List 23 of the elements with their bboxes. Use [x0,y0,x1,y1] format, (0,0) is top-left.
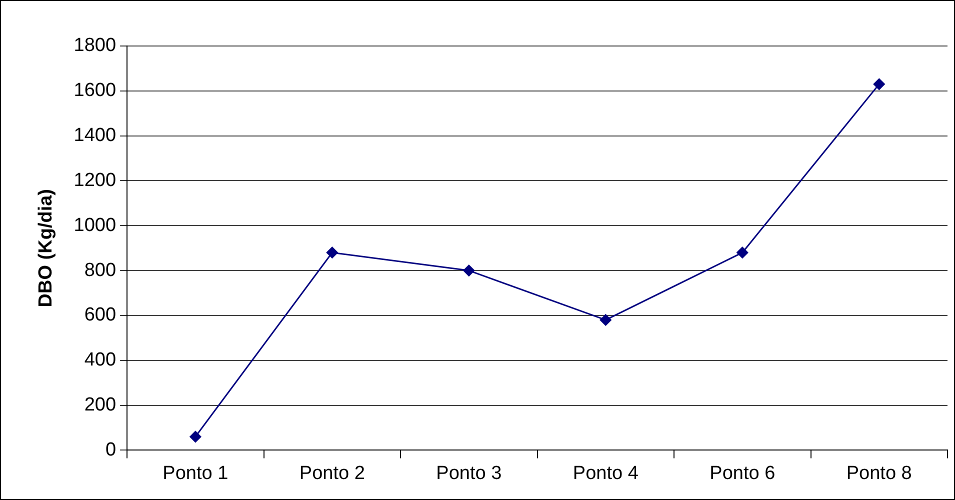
y-tick-label: 1200 [74,170,116,191]
y-tick-label: 200 [84,394,116,416]
y-tick-label: 1800 [74,35,116,56]
x-tick-label: Ponto 6 [710,462,776,484]
point [190,430,202,442]
y-axis-title: DBO (Kg/dia) [36,188,57,308]
x-tick-label: Ponto 3 [436,462,502,484]
x-tick-label: Ponto 1 [162,462,228,484]
y-tick-label: 400 [84,350,116,371]
x-tick-label: Ponto 2 [299,462,365,484]
point [736,246,748,258]
y-tick-label: 1000 [74,214,116,236]
y-tick-label: 1400 [74,125,116,146]
point [873,78,885,90]
y-tick-label: 1600 [74,80,116,102]
y-tick-label: 800 [84,260,116,281]
y-tick-label: 600 [84,304,116,326]
x-tick-label: Ponto 8 [846,462,912,484]
point [326,246,338,258]
x-tick-label: Ponto 4 [572,462,639,484]
y-tick-label: 0 [105,439,116,460]
point [600,314,612,326]
point [463,264,475,276]
